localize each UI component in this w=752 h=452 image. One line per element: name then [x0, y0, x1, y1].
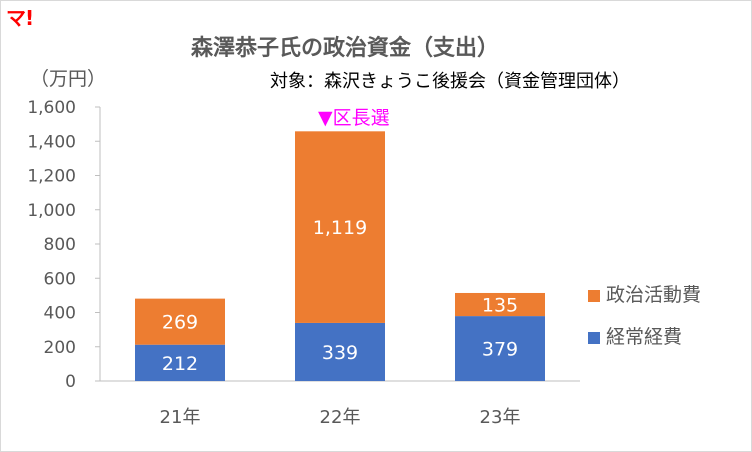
legend-label-political-activity: 政治活動費: [606, 284, 702, 306]
y-axis-unit-label: （万円）: [30, 68, 107, 90]
bar-segment: [455, 316, 545, 381]
x-category-label: 23年: [480, 407, 521, 428]
data-label: 212: [162, 353, 198, 375]
y-tick-label: 1,000: [27, 201, 76, 221]
bar-segment: [455, 292, 545, 317]
legend-swatch-ordinary: [588, 331, 600, 344]
y-tick-label: 200: [44, 338, 76, 358]
data-label: 339: [322, 342, 358, 364]
bar-segment: [295, 131, 385, 323]
y-tick-label: 1,600: [27, 98, 76, 118]
legend-item-ordinary: 経常経費: [588, 322, 682, 349]
legend-label-ordinary: 経常経費: [606, 326, 683, 348]
y-tick-label: 0: [65, 372, 76, 392]
y-tick-label: 400: [44, 304, 76, 324]
y-tick-label: 800: [44, 235, 76, 255]
chart-subject: 対象：森沢きょうこ後援会（資金管理団体）: [270, 71, 630, 92]
data-label: 269: [162, 312, 198, 334]
brand-logo: マ!: [6, 6, 34, 30]
x-category-label: 21年: [160, 407, 201, 428]
y-tick-label: 1,400: [27, 132, 76, 152]
x-category-label: 22年: [320, 407, 361, 428]
labels: 212 269 21年 339 1,119 22年 379 135 23年: [160, 217, 521, 428]
election-annotation: ▼区長選: [318, 107, 390, 129]
data-label: 1,119: [313, 217, 367, 239]
bar-segment: [135, 344, 225, 381]
data-label: 135: [482, 295, 518, 317]
bar-segment: [295, 322, 385, 381]
data-label: 379: [482, 339, 518, 361]
bar-segment: [135, 298, 225, 345]
legend-item-political-activity: 政治活動費: [588, 280, 701, 307]
y-tick-label: 600: [44, 269, 76, 289]
legend-swatch-political-activity: [588, 289, 600, 302]
y-tick-label: 1,200: [27, 167, 76, 187]
chart-title: 森澤恭子氏の政治資金（支出）: [190, 36, 499, 61]
bars: [135, 131, 545, 381]
